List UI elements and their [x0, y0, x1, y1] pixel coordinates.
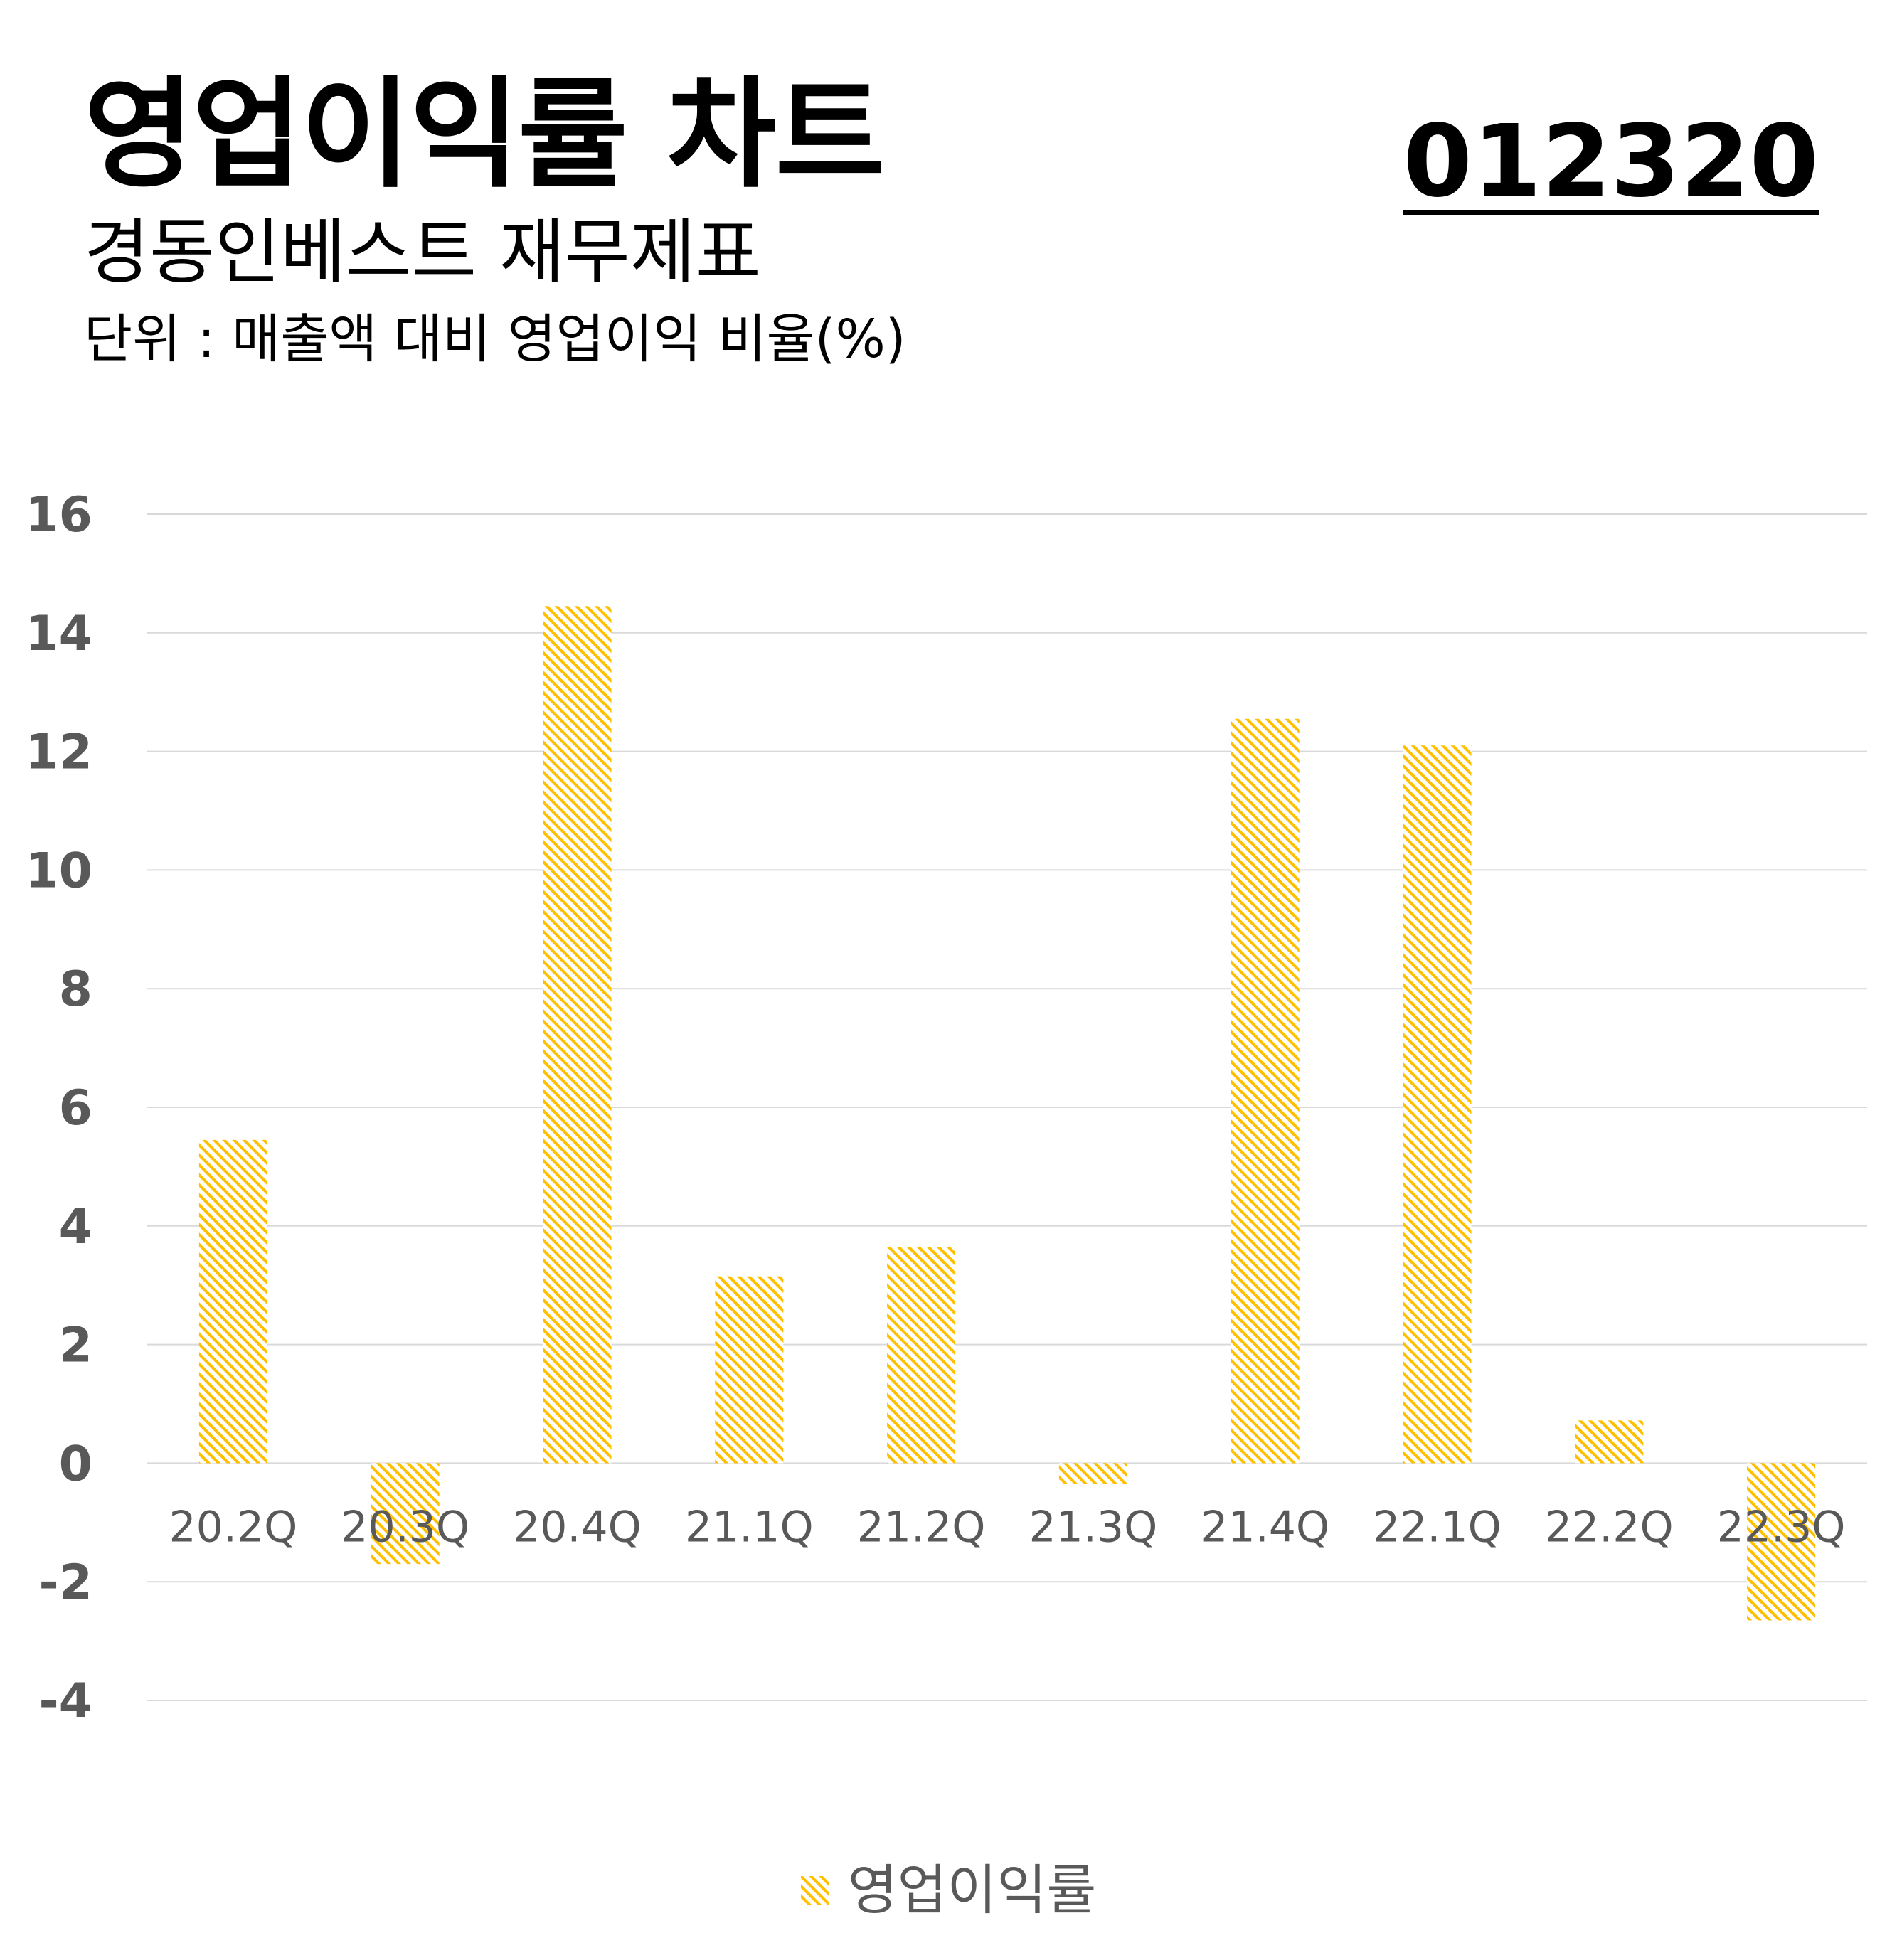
x-tick-label: 20.4Q [513, 1502, 642, 1552]
x-tick-label: 22.3Q [1717, 1502, 1846, 1552]
bar [715, 1276, 784, 1464]
bar [543, 606, 612, 1464]
y-tick-labels: 16 14 12 10 8 6 4 2 0 -2 -4 [25, 487, 92, 1730]
chart-title: 영업이익률 차트 [84, 65, 885, 204]
bar [198, 1139, 267, 1464]
x-tick-label: 21.4Q [1201, 1502, 1329, 1552]
y-tick-label: 0 [59, 1436, 92, 1492]
x-tick-label: 20.2Q [169, 1502, 297, 1552]
bar [371, 1463, 440, 1565]
y-tick-label: -4 [38, 1673, 92, 1730]
bar [1058, 1463, 1127, 1484]
chart-subtitle: 경동인베스트 재무제표 [84, 211, 761, 294]
x-tick-label: 22.1Q [1373, 1502, 1502, 1552]
bar [1575, 1420, 1644, 1464]
bar [1231, 718, 1300, 1464]
stock-code: 012320 [1403, 104, 1819, 220]
y-tick-label: 12 [25, 725, 92, 781]
y-tick-label: 6 [59, 1080, 92, 1136]
legend: 영업이익률 [0, 1863, 1897, 1917]
bar [887, 1246, 956, 1464]
x-tick-label: 20.3Q [341, 1502, 469, 1552]
x-tick-labels: 20.2Q 20.3Q 20.4Q 21.1Q 21.2Q 21.3Q 21.4Q 22.1Q… [169, 1502, 1845, 1552]
legend-label: 영업이익률 [847, 1858, 1097, 1922]
y-tick-label: 14 [25, 606, 92, 662]
bar [1403, 745, 1472, 1464]
bar [1747, 1463, 1816, 1621]
bars [198, 606, 1816, 1621]
y-tick-label: 10 [25, 843, 92, 899]
y-tick-label: 16 [25, 487, 92, 543]
unit-label: 단위 : 매출액 대비 영업이익 비율(%) [84, 309, 906, 370]
x-tick-label: 21.1Q [685, 1502, 814, 1552]
x-tick-label: 22.2Q [1545, 1502, 1674, 1552]
x-tick-label: 21.3Q [1029, 1502, 1157, 1552]
y-tick-label: 4 [59, 1199, 92, 1255]
y-tick-label: 2 [59, 1318, 92, 1374]
y-tick-label: 8 [59, 962, 92, 1018]
x-tick-label: 21.2Q [857, 1502, 986, 1552]
grid-lines [147, 513, 1867, 1701]
y-tick-label: -2 [38, 1555, 92, 1611]
legend-swatch [800, 1876, 829, 1905]
